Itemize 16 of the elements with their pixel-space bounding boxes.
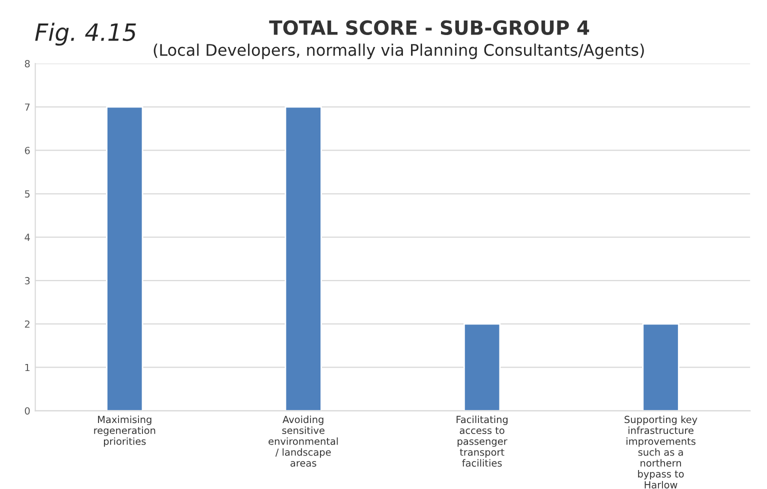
y-tick-label: 5	[24, 190, 30, 198]
chart-title: TOTAL SCORE - SUB-GROUP 4	[269, 20, 590, 35]
y-tick-label: 2	[24, 320, 30, 328]
y-tick-label: 1	[25, 364, 30, 372]
chart-subtitle: (Local Developers, normally via Planning Consultants/Agents)	[154, 44, 644, 60]
x-tick-label: Maximising regeneration priorities	[94, 416, 156, 447]
x-tick-label: Supporting key infrastructure improvements such as a northern bypass to Harlow	[624, 416, 698, 488]
y-tick-label: 3	[24, 277, 30, 284]
x-tick-label: Avoiding sensitive environmental / landscape areas	[268, 416, 338, 467]
y-tick-label: 4	[24, 234, 30, 241]
caption: Fig. 4.15	[35, 22, 136, 46]
y-tick-label: 0	[24, 407, 30, 415]
y-tick-label: 6	[24, 146, 30, 154]
y-tick-label: 8	[24, 60, 30, 68]
x-tick-label: Facilitating access to passenger transport facilities	[456, 416, 508, 467]
y-tick-label: 7	[25, 104, 30, 111]
